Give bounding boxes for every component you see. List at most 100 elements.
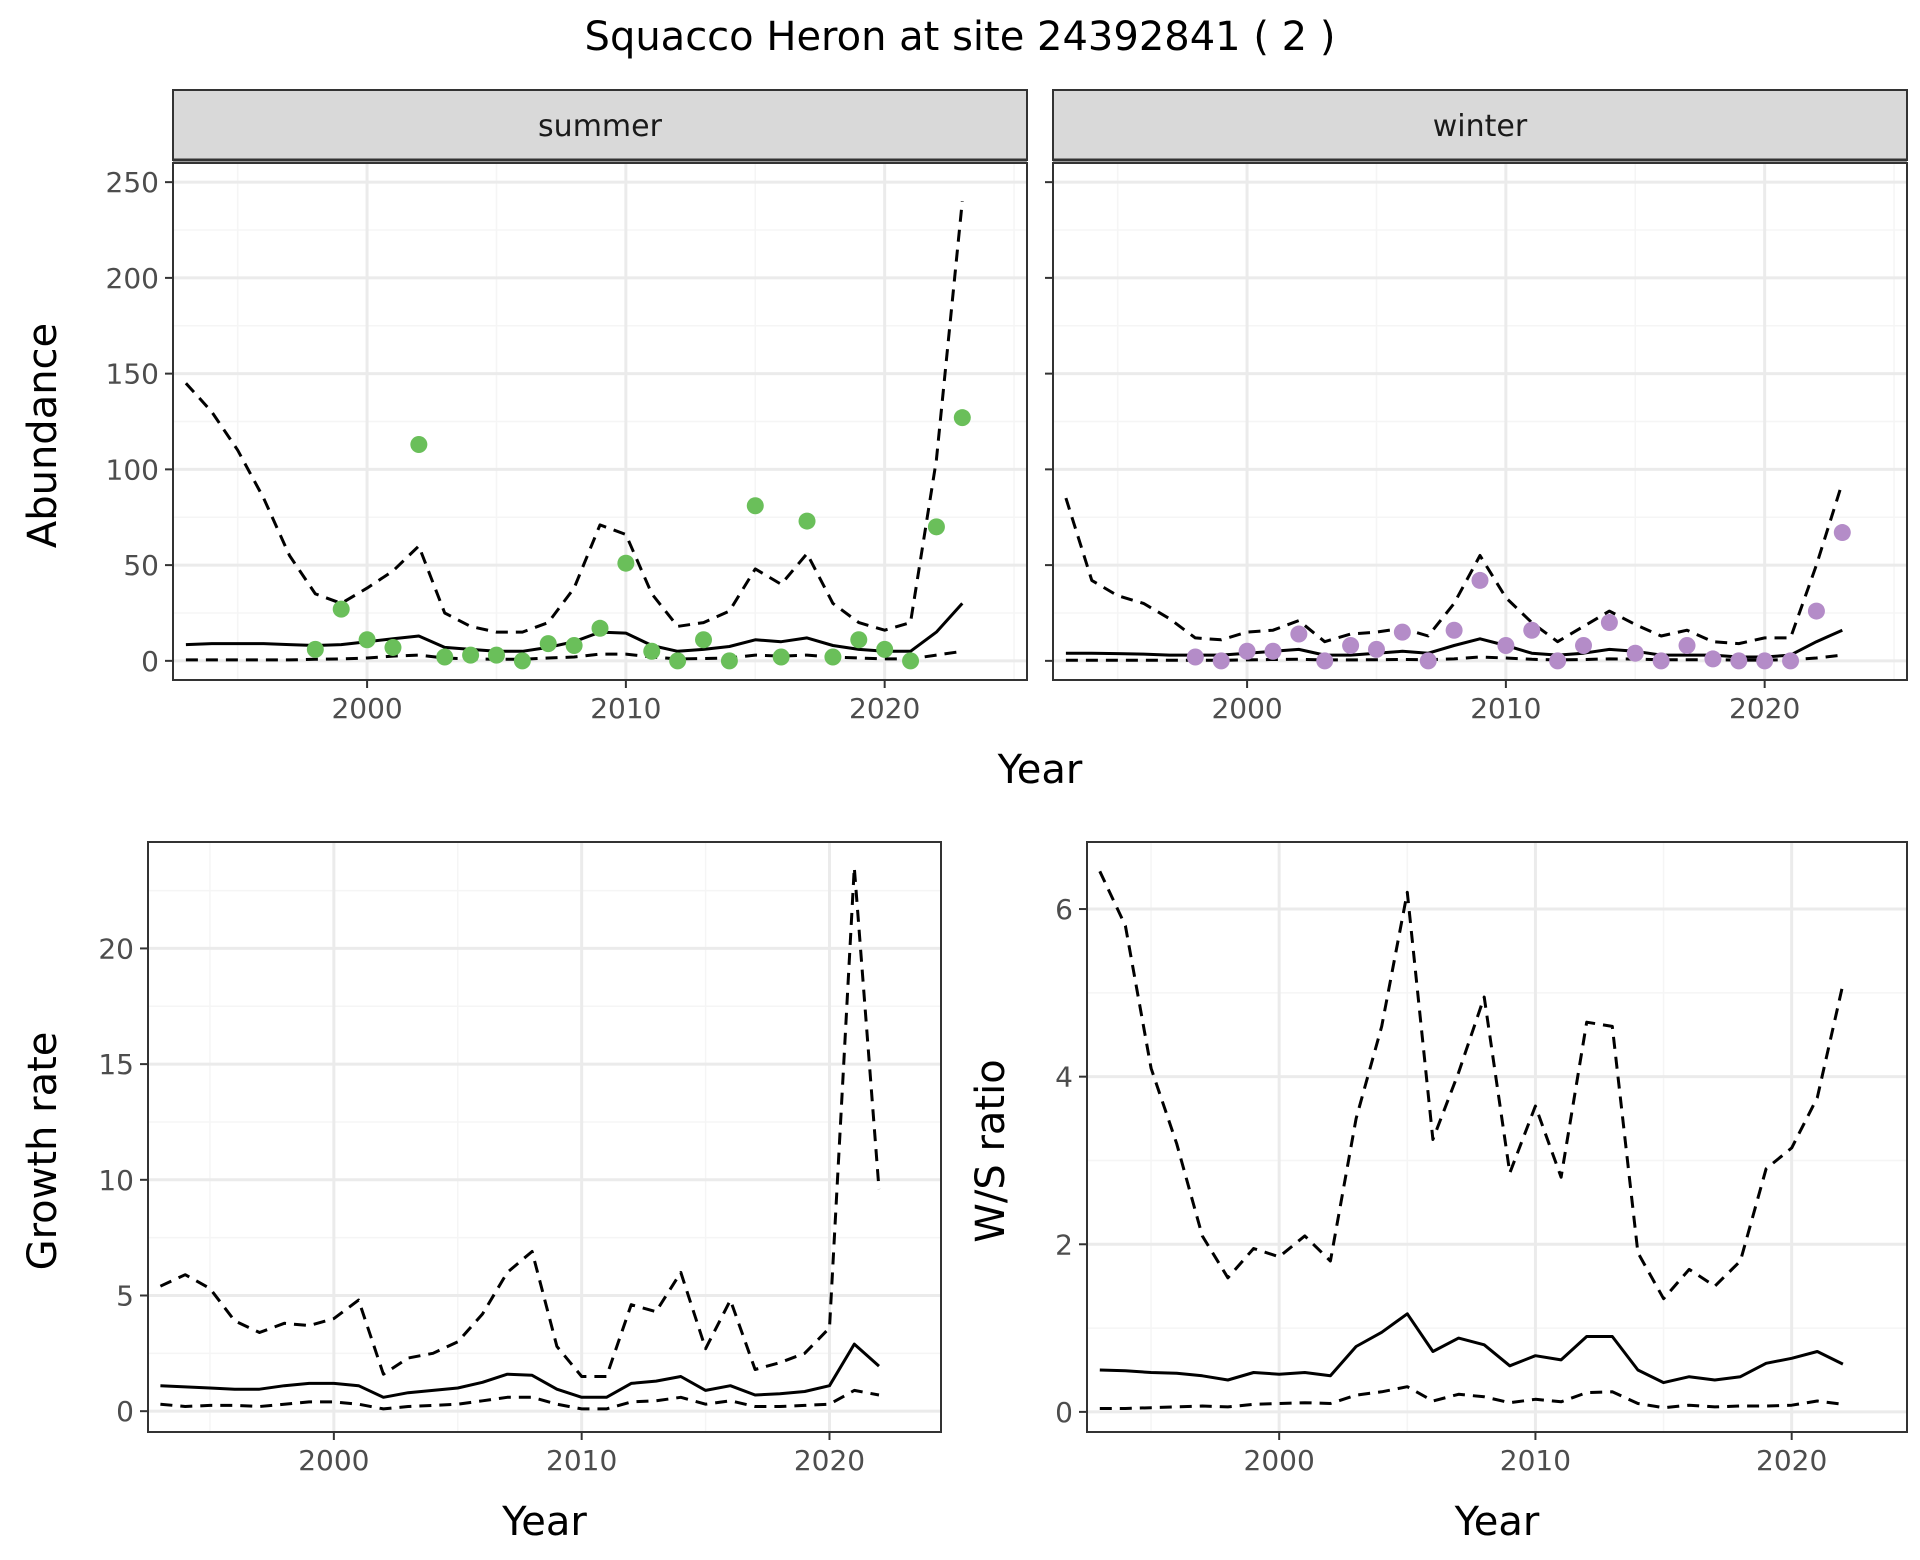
- panel-border: [172, 162, 1028, 681]
- x-tick-label: 2020: [1729, 692, 1800, 725]
- data-point-observed: [591, 619, 609, 637]
- data-point-observed: [824, 648, 842, 666]
- data-point-observed: [1704, 650, 1722, 668]
- y-tick-label: 250: [106, 166, 159, 199]
- y-axis-title: Abundance: [20, 323, 66, 548]
- data-point-observed: [487, 646, 505, 664]
- shared-labels: Year: [997, 747, 1083, 793]
- data-point-observed: [669, 652, 687, 670]
- x-tick-label: 2000: [1211, 692, 1282, 725]
- x-axis-title-top: Year: [997, 747, 1083, 793]
- series-line-upper: [159, 866, 881, 1378]
- data-point-observed: [746, 497, 764, 515]
- data-point-observed: [513, 652, 531, 670]
- series-line-lower: [1099, 1385, 1844, 1410]
- x-axis-title: Year: [1454, 1499, 1540, 1545]
- data-point-observed: [1186, 648, 1204, 666]
- y-tick-label: 50: [123, 549, 159, 582]
- data-point-observed: [720, 652, 738, 670]
- data-point-observed: [1549, 652, 1567, 670]
- y-tick-label: 150: [106, 358, 159, 391]
- y-tick-label: 10: [98, 1164, 134, 1197]
- y-tick-label: 20: [98, 932, 134, 965]
- data-point-observed: [1419, 652, 1437, 670]
- figure-title: Squacco Heron at site 24392841 ( 2 ): [585, 14, 1336, 60]
- series-line-upper: [1064, 482, 1844, 646]
- y-tick-label: 5: [116, 1279, 134, 1312]
- y-tick-label: 0: [1055, 1396, 1073, 1429]
- data-point-observed: [1316, 652, 1334, 670]
- data-point-observed: [1807, 602, 1825, 620]
- y-tick-label: 15: [98, 1048, 134, 1081]
- data-point-observed: [927, 518, 945, 536]
- x-tick-label: 2020: [794, 1444, 865, 1477]
- data-point-observed: [1342, 637, 1360, 655]
- data-point-observed: [953, 409, 971, 427]
- data-point-observed: [1238, 642, 1256, 660]
- plot-background: [148, 842, 941, 1432]
- panel-border: [1052, 162, 1908, 681]
- y-tick-label: 0: [141, 645, 159, 678]
- data-point-observed: [539, 635, 557, 653]
- x-tick-label: 2010: [546, 1444, 617, 1477]
- data-point-observed: [384, 638, 402, 656]
- y-tick-label: 0: [116, 1395, 134, 1428]
- data-point-observed: [1445, 621, 1463, 639]
- x-tick-label: 2010: [1470, 692, 1541, 725]
- plot-background: [1087, 842, 1907, 1432]
- data-point-observed: [1497, 637, 1515, 655]
- x-tick-label: 2000: [298, 1444, 369, 1477]
- data-point-observed: [1730, 652, 1748, 670]
- data-point-observed: [410, 435, 428, 453]
- facet-label: summer: [538, 109, 663, 144]
- data-point-observed: [695, 631, 713, 649]
- data-point-observed: [332, 600, 350, 618]
- data-point-observed: [1212, 652, 1230, 670]
- data-point-observed: [1782, 652, 1800, 670]
- data-point-observed: [462, 646, 480, 664]
- panel-summer-abundance: summer 2000 2010 2020 0 50 100 150 200 250 Abundan…: [20, 89, 1028, 725]
- data-point-observed: [643, 642, 661, 660]
- x-tick-label: 2010: [590, 692, 661, 725]
- x-tick-label: 2020: [849, 692, 920, 725]
- data-point-observed: [1393, 623, 1411, 641]
- data-point-observed: [798, 512, 816, 530]
- data-point-observed: [1626, 644, 1644, 662]
- x-tick-label: 2010: [1500, 1444, 1571, 1477]
- facet-label: winter: [1433, 109, 1528, 144]
- data-point-observed: [902, 652, 920, 670]
- y-tick-label: 4: [1055, 1061, 1073, 1094]
- data-point-observed: [306, 640, 324, 658]
- data-point-observed: [1523, 621, 1541, 639]
- y-axis-title: Growth rate: [20, 1032, 66, 1271]
- panel-border: [147, 841, 942, 1433]
- data-point-observed: [1290, 625, 1308, 643]
- data-point-observed: [1600, 614, 1618, 632]
- panel-winter-abundance: winter 2000 2010 2020: [1045, 89, 1908, 725]
- panel-ws-ratio: 2000 2010 2020 0 2 4 6 Year W/S ratio: [968, 841, 1908, 1545]
- series-line-lower: [160, 1388, 880, 1411]
- series-line-estimate: [1099, 1312, 1844, 1385]
- data-point-observed: [617, 554, 635, 572]
- series-line-upper: [1098, 870, 1845, 1301]
- data-point-observed: [1756, 652, 1774, 670]
- data-point-observed: [876, 640, 894, 658]
- x-tick-label: 2000: [1244, 1444, 1315, 1477]
- data-point-observed: [1264, 642, 1282, 660]
- y-tick-label: 100: [106, 453, 159, 486]
- y-tick-label: 2: [1055, 1228, 1073, 1261]
- data-point-observed: [850, 631, 868, 649]
- data-point-observed: [1833, 524, 1851, 542]
- y-tick-label: 6: [1055, 893, 1073, 926]
- y-axis-title: W/S ratio: [968, 1059, 1014, 1242]
- data-point-observed: [1367, 640, 1385, 658]
- data-point-observed: [1652, 652, 1670, 670]
- x-tick-label: 2000: [331, 692, 402, 725]
- data-point-observed: [436, 648, 454, 666]
- data-point-observed: [1678, 637, 1696, 655]
- data-point-observed: [565, 637, 583, 655]
- y-tick-label: 200: [106, 262, 159, 295]
- panel-border: [1086, 841, 1908, 1433]
- data-point-observed: [1575, 637, 1593, 655]
